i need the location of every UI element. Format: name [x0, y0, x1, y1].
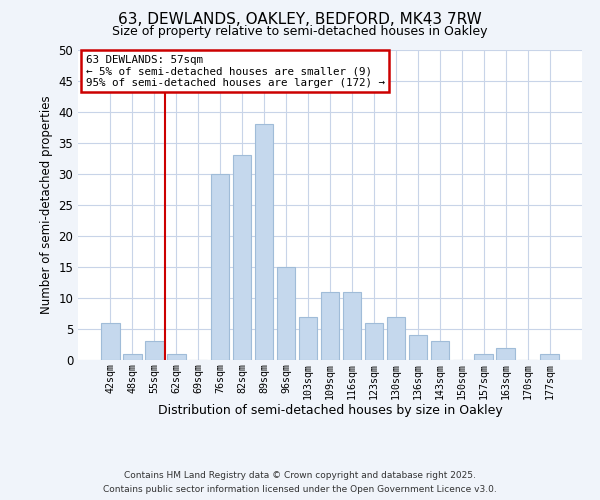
Bar [386, 316, 405, 360]
Bar [409, 335, 427, 360]
Bar [365, 323, 383, 360]
Text: 63, DEWLANDS, OAKLEY, BEDFORD, MK43 7RW: 63, DEWLANDS, OAKLEY, BEDFORD, MK43 7RW [118, 12, 482, 28]
Bar [431, 342, 449, 360]
Bar [475, 354, 493, 360]
Bar [343, 292, 361, 360]
Bar [233, 156, 251, 360]
Text: 63 DEWLANDS: 57sqm
← 5% of semi-detached houses are smaller (9)
95% of semi-deta: 63 DEWLANDS: 57sqm ← 5% of semi-detached… [86, 54, 385, 88]
Bar [541, 354, 559, 360]
Bar [123, 354, 142, 360]
Bar [277, 267, 295, 360]
Text: Contains HM Land Registry data © Crown copyright and database right 2025.
Contai: Contains HM Land Registry data © Crown c… [103, 472, 497, 494]
Text: Size of property relative to semi-detached houses in Oakley: Size of property relative to semi-detach… [112, 25, 488, 38]
Bar [145, 342, 164, 360]
Bar [496, 348, 515, 360]
Bar [167, 354, 185, 360]
Bar [255, 124, 274, 360]
Bar [320, 292, 340, 360]
Bar [211, 174, 229, 360]
Y-axis label: Number of semi-detached properties: Number of semi-detached properties [40, 96, 53, 314]
X-axis label: Distribution of semi-detached houses by size in Oakley: Distribution of semi-detached houses by … [158, 404, 502, 417]
Bar [299, 316, 317, 360]
Bar [101, 323, 119, 360]
